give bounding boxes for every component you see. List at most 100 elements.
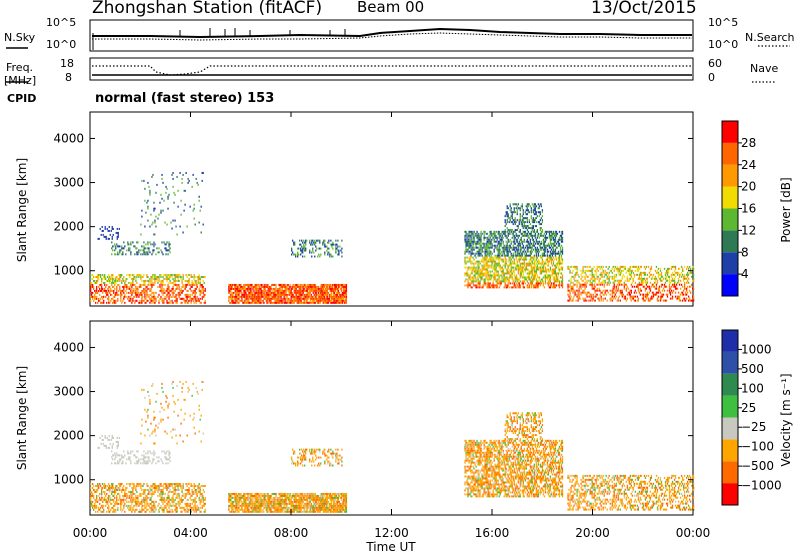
power-cell bbox=[95, 301, 97, 304]
power-cell bbox=[540, 205, 543, 208]
power-cell bbox=[104, 283, 106, 286]
power-cell bbox=[683, 299, 686, 302]
power-cell bbox=[487, 236, 489, 239]
power-cell bbox=[148, 279, 150, 282]
power-cell bbox=[509, 258, 511, 261]
power-cell bbox=[477, 280, 479, 283]
power-cell bbox=[254, 299, 256, 302]
power-cell bbox=[172, 293, 174, 296]
power-cell bbox=[201, 179, 203, 182]
power-cell bbox=[165, 249, 167, 252]
power-cell bbox=[308, 293, 310, 296]
power-cell bbox=[123, 287, 125, 290]
power-cell bbox=[300, 297, 302, 300]
power-cell bbox=[230, 295, 232, 298]
power-cell bbox=[110, 293, 112, 296]
power-cell bbox=[266, 291, 268, 294]
power-cell bbox=[676, 271, 679, 274]
power-cell bbox=[573, 289, 575, 292]
power-cell bbox=[676, 295, 679, 298]
power-cell bbox=[550, 248, 553, 251]
power-cell bbox=[471, 248, 473, 251]
power-cell bbox=[283, 295, 285, 298]
power-cell bbox=[515, 264, 517, 267]
power-cell bbox=[470, 248, 472, 251]
power-cell bbox=[556, 240, 559, 243]
power-cell bbox=[188, 179, 190, 182]
power-cell bbox=[500, 258, 502, 261]
power-cell bbox=[104, 281, 106, 284]
power-cell bbox=[653, 293, 656, 296]
power-cell bbox=[508, 276, 510, 279]
power-cell bbox=[510, 207, 512, 210]
power-cell bbox=[315, 291, 317, 294]
power-cell bbox=[135, 285, 137, 288]
power-cell bbox=[274, 287, 276, 290]
power-cell bbox=[554, 244, 557, 247]
power-cell bbox=[471, 250, 473, 253]
power-cell bbox=[330, 301, 332, 304]
power-cell bbox=[548, 282, 551, 285]
power-cell bbox=[297, 299, 299, 302]
power-cell bbox=[112, 278, 114, 280]
power-cell bbox=[260, 289, 262, 292]
power-cell bbox=[294, 289, 296, 292]
power-cell bbox=[519, 215, 521, 218]
power-cell bbox=[315, 249, 317, 252]
power-cell bbox=[608, 279, 610, 282]
power-cell bbox=[554, 266, 557, 269]
power-cell bbox=[638, 267, 641, 270]
power-cell bbox=[470, 266, 472, 269]
power-cell bbox=[671, 265, 674, 268]
power-cell bbox=[517, 268, 519, 271]
power-cell bbox=[545, 244, 548, 247]
power-cell bbox=[467, 242, 469, 245]
power-cell bbox=[278, 283, 280, 286]
power-cell bbox=[173, 274, 175, 277]
power-cell bbox=[637, 297, 640, 300]
power-cell bbox=[467, 266, 469, 269]
power-cell bbox=[537, 266, 540, 269]
power-cell bbox=[313, 297, 315, 300]
power-cell bbox=[627, 267, 629, 270]
power-cell bbox=[104, 227, 106, 230]
power-cell bbox=[121, 274, 123, 277]
power-cell bbox=[591, 299, 593, 302]
power-cell bbox=[505, 236, 507, 239]
power-cell bbox=[522, 213, 524, 216]
power-cell bbox=[472, 282, 474, 285]
power-cell bbox=[674, 285, 677, 288]
power-cell bbox=[468, 244, 470, 247]
power-cell bbox=[235, 287, 237, 290]
power-cell bbox=[152, 295, 154, 298]
power-cell bbox=[501, 234, 503, 237]
power-cell bbox=[245, 289, 247, 292]
power-cell bbox=[670, 273, 673, 276]
power-cell bbox=[316, 285, 318, 288]
power-cell bbox=[480, 260, 482, 263]
power-cell bbox=[542, 266, 545, 269]
power-cell bbox=[297, 253, 299, 256]
power-cell bbox=[145, 285, 147, 288]
power-cell bbox=[337, 283, 340, 286]
power-cell bbox=[200, 276, 202, 279]
power-cell bbox=[515, 234, 517, 237]
power-cell bbox=[506, 272, 508, 275]
power-cell bbox=[552, 244, 555, 247]
power-cell bbox=[611, 299, 613, 302]
power-cell bbox=[640, 283, 643, 286]
power-cell bbox=[198, 199, 200, 202]
power-cell bbox=[119, 245, 121, 248]
power-cell bbox=[602, 281, 604, 284]
power-cell bbox=[483, 236, 485, 239]
power-cell bbox=[172, 291, 174, 294]
power-cell bbox=[199, 283, 201, 286]
power-cell bbox=[528, 272, 530, 275]
power-cell bbox=[483, 268, 485, 271]
power-cell bbox=[551, 270, 554, 273]
power-cell bbox=[668, 283, 671, 286]
power-cell bbox=[533, 244, 536, 247]
power-cell bbox=[177, 283, 179, 286]
power-cell bbox=[302, 251, 304, 254]
power-cell bbox=[465, 238, 467, 241]
